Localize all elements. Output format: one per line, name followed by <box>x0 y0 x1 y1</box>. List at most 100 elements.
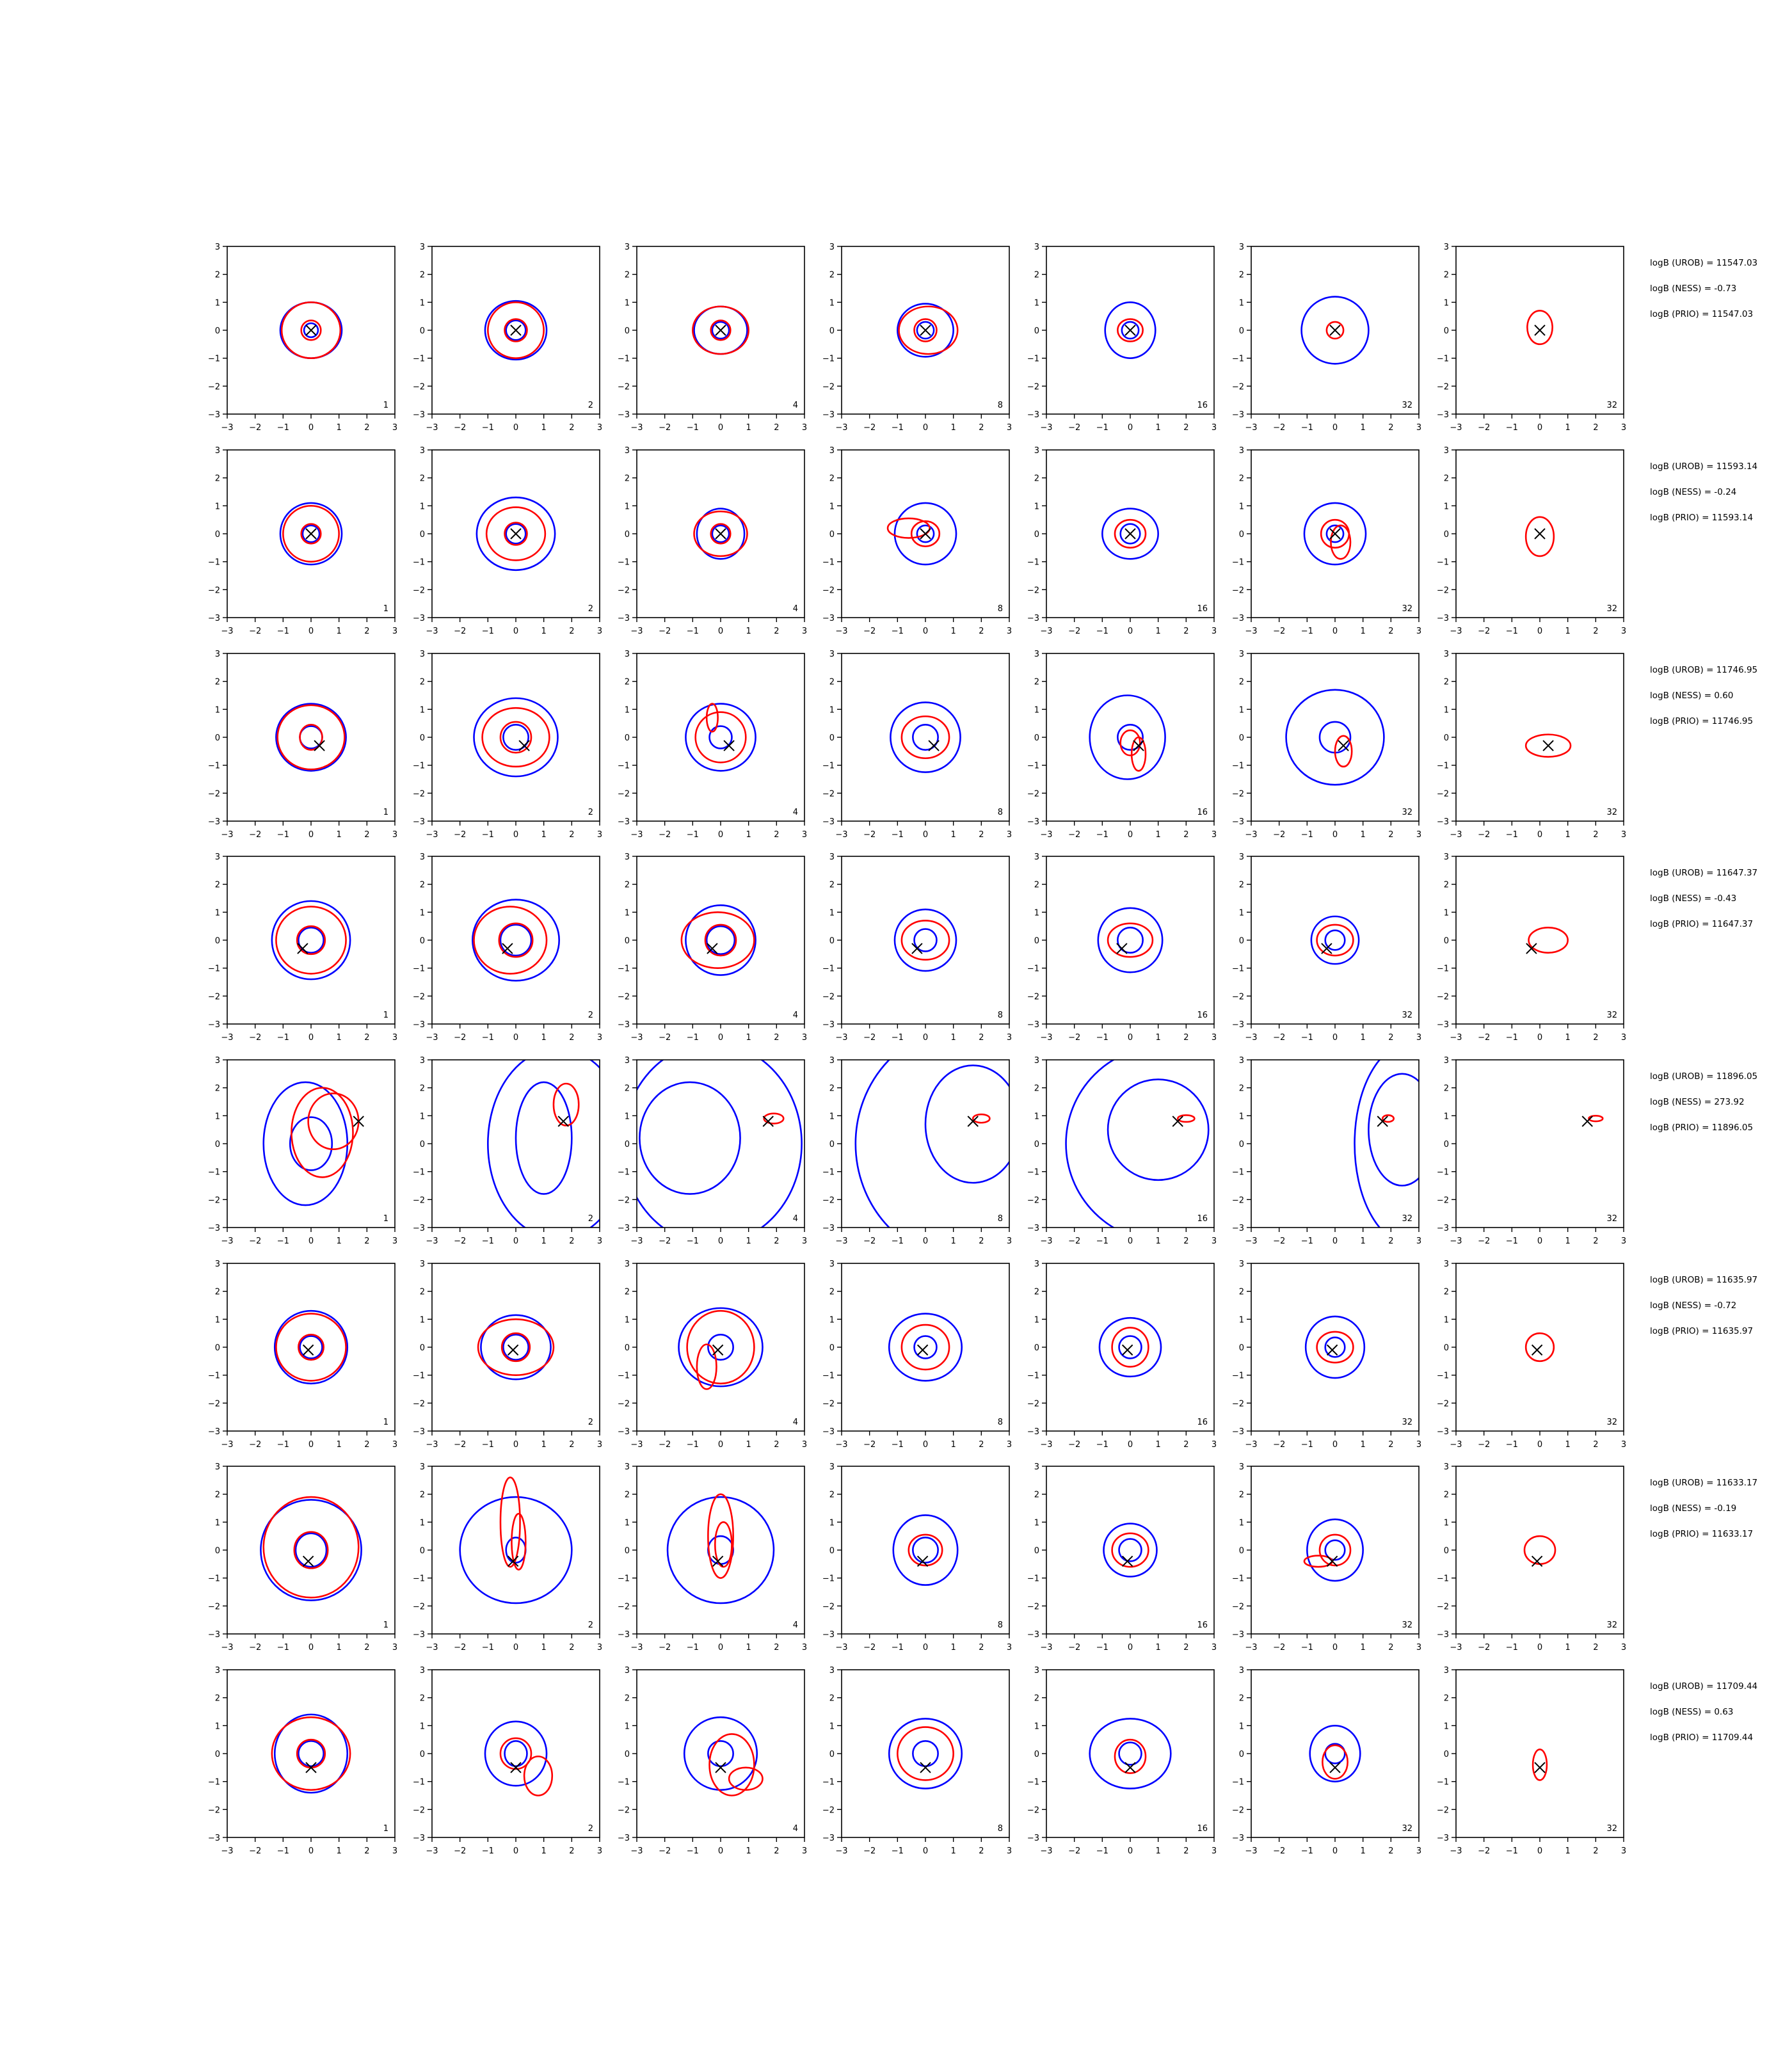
y-tick-label: −3 <box>822 1834 835 1843</box>
true-point-marker <box>1542 740 1554 751</box>
y-tick-label: 3 <box>1034 1056 1039 1066</box>
x-tick-label: 2 <box>979 423 984 433</box>
x-tick-label: 3 <box>392 830 397 840</box>
logb-annotation: logB (UROB) = 11635.97 <box>1650 1275 1757 1285</box>
red-contour <box>1325 321 1345 340</box>
x-tick-label: 2 <box>1388 1033 1393 1043</box>
blue-contour <box>1118 1538 1142 1562</box>
x-tick-label: 2 <box>774 1440 779 1450</box>
y-tick-label: −3 <box>1027 1834 1039 1843</box>
plot-area <box>1089 694 1166 780</box>
y-tick-label: −1 <box>1437 762 1449 771</box>
blue-contour <box>711 524 730 543</box>
red-contour <box>487 301 545 359</box>
x-tick-label: 3 <box>1212 1846 1217 1856</box>
true-point-marker <box>510 324 522 336</box>
y-tick-label: −1 <box>618 762 630 771</box>
y-tick-label: −3 <box>822 614 835 623</box>
x-tick-label: −2 <box>1068 627 1080 636</box>
x-tick-label: −1 <box>277 830 289 840</box>
y-tick-label: 2 <box>1444 271 1449 280</box>
red-contour <box>1532 1748 1548 1781</box>
true-point-marker <box>916 1344 929 1356</box>
plot-area <box>1304 1315 1366 1379</box>
y-tick-label: 0 <box>1034 1140 1039 1149</box>
y-tick-label: 3 <box>1034 1462 1039 1472</box>
y-tick-label: 1 <box>1239 1722 1244 1731</box>
red-contour <box>280 301 342 359</box>
y-tick-label: 2 <box>625 1694 630 1704</box>
y-tick-label: 0 <box>420 326 425 336</box>
x-tick-label: 0 <box>718 830 723 840</box>
x-tick-label: 3 <box>1007 1440 1012 1450</box>
x-tick-label: 0 <box>1332 830 1338 840</box>
y-tick-label: −2 <box>1027 1805 1039 1815</box>
y-tick-label: 2 <box>625 1491 630 1500</box>
y-tick-label: 0 <box>829 936 835 946</box>
y-tick-label: −1 <box>822 558 835 568</box>
true-point-marker <box>1121 1555 1133 1567</box>
y-tick-label: 0 <box>215 1750 220 1759</box>
x-tick-label: −2 <box>249 830 261 840</box>
x-tick-label: 2 <box>979 1236 984 1246</box>
contour-panel: −3 −2 −1 0 1 2 3 −3 −2 −1 0 1 2 3 1 <box>208 650 397 840</box>
y-tick-label: 1 <box>1444 908 1449 918</box>
x-tick-label: −2 <box>1478 627 1490 636</box>
x-tick-label: −1 <box>1096 830 1108 840</box>
plot-area <box>678 1307 764 1390</box>
x-tick-label: 3 <box>1212 423 1217 433</box>
true-point-marker <box>502 943 513 954</box>
x-tick-label: −1 <box>1506 1846 1518 1856</box>
x-tick-label: 0 <box>923 1846 928 1856</box>
x-tick-label: −2 <box>863 423 876 433</box>
logb-annotation: logB (NESS) = 0.63 <box>1650 1707 1733 1717</box>
y-tick-label: 0 <box>215 1546 220 1556</box>
true-point-marker <box>715 1762 726 1773</box>
blue-contour <box>1098 1316 1162 1378</box>
blue-contour <box>299 1335 323 1359</box>
x-tick-label: 2 <box>774 1033 779 1043</box>
plot-area <box>683 1716 764 1796</box>
red-contour <box>708 1733 755 1796</box>
x-tick-label: −1 <box>482 830 494 840</box>
x-tick-label: −3 <box>630 423 643 433</box>
x-tick-label: −2 <box>249 1440 261 1450</box>
y-tick-label: −3 <box>208 1224 220 1233</box>
axes-frame <box>636 1669 805 1838</box>
x-tick-label: 2 <box>774 1643 779 1652</box>
y-tick-label: 0 <box>625 733 630 743</box>
x-tick-label: 3 <box>1212 1236 1217 1246</box>
x-tick-label: 3 <box>1007 1846 1012 1856</box>
x-tick-label: −1 <box>687 830 699 840</box>
y-tick-label: 1 <box>1444 502 1449 511</box>
y-tick-label: −1 <box>1437 1372 1449 1381</box>
blue-contour <box>893 502 957 566</box>
contour-panel: −3 −2 −1 0 1 2 3 −3 −2 −1 0 1 2 3 16 <box>1027 1056 1217 1246</box>
y-tick-label: −3 <box>1437 1020 1449 1030</box>
contour-panel: −3 −2 −1 0 1 2 3 −3 −2 −1 0 1 2 3 2 <box>413 1260 602 1450</box>
y-tick-label: 1 <box>1444 705 1449 715</box>
x-tick-label: 2 <box>979 627 984 636</box>
y-tick-label: 2 <box>1239 678 1244 687</box>
plot-area <box>1309 1725 1361 1782</box>
axes-frame <box>1046 653 1215 822</box>
y-tick-label: −1 <box>1232 558 1244 568</box>
red-contour <box>296 925 326 956</box>
red-contour <box>694 711 747 764</box>
y-tick-label: −3 <box>1232 1224 1244 1233</box>
plot-area <box>484 300 548 361</box>
true-point-marker <box>1329 324 1341 336</box>
x-tick-label: 2 <box>1183 423 1188 433</box>
red-contour <box>499 1476 521 1568</box>
logb-annotation: logB (UROB) = 11709.44 <box>1650 1681 1757 1692</box>
x-tick-label: −3 <box>630 1643 643 1652</box>
y-tick-label: 3 <box>625 650 630 659</box>
blue-contour <box>916 321 935 340</box>
red-contour <box>707 1493 734 1579</box>
x-tick-label: −1 <box>1506 423 1518 433</box>
blue-contour <box>1089 1718 1172 1789</box>
y-tick-label: 2 <box>1034 1288 1039 1297</box>
x-tick-label: −3 <box>630 1846 643 1856</box>
x-tick-label: −1 <box>1301 1033 1313 1043</box>
